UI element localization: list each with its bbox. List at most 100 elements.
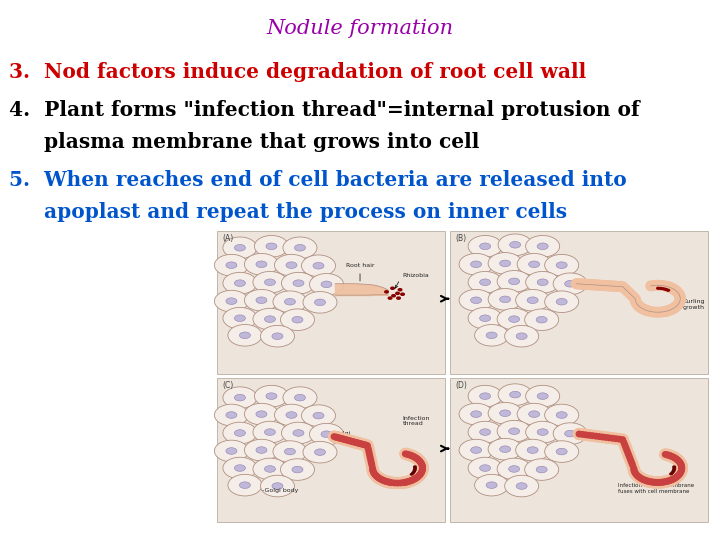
Ellipse shape — [488, 438, 522, 460]
FancyArrowPatch shape — [373, 471, 374, 473]
Ellipse shape — [656, 287, 660, 290]
Ellipse shape — [459, 403, 493, 425]
FancyArrowPatch shape — [413, 456, 415, 457]
FancyArrowPatch shape — [421, 463, 422, 464]
FancyArrowPatch shape — [642, 308, 644, 309]
Ellipse shape — [556, 299, 567, 305]
Ellipse shape — [527, 297, 538, 303]
FancyArrowPatch shape — [411, 480, 413, 481]
FancyArrowPatch shape — [667, 455, 670, 456]
Ellipse shape — [474, 325, 508, 346]
FancyArrowPatch shape — [637, 304, 638, 306]
Ellipse shape — [488, 402, 522, 424]
FancyArrowPatch shape — [677, 476, 678, 477]
FancyArrowPatch shape — [641, 478, 643, 480]
Ellipse shape — [459, 439, 493, 461]
Ellipse shape — [517, 253, 552, 275]
FancyArrowPatch shape — [672, 288, 675, 290]
Ellipse shape — [235, 315, 246, 321]
FancyArrowPatch shape — [336, 437, 339, 438]
FancyArrowPatch shape — [637, 476, 639, 477]
Ellipse shape — [508, 316, 520, 322]
Ellipse shape — [498, 234, 532, 255]
Ellipse shape — [266, 243, 277, 249]
FancyArrowPatch shape — [625, 289, 633, 297]
Bar — [217, 378, 445, 522]
Ellipse shape — [544, 404, 579, 426]
FancyArrowPatch shape — [356, 442, 358, 443]
FancyArrowPatch shape — [334, 436, 336, 437]
Ellipse shape — [244, 403, 279, 425]
Ellipse shape — [274, 254, 308, 276]
Ellipse shape — [303, 292, 337, 313]
Ellipse shape — [264, 279, 276, 286]
Ellipse shape — [261, 475, 294, 497]
Ellipse shape — [510, 241, 521, 248]
Ellipse shape — [274, 404, 308, 426]
Ellipse shape — [510, 392, 521, 398]
FancyArrowPatch shape — [343, 439, 346, 440]
Ellipse shape — [256, 411, 267, 417]
FancyArrowPatch shape — [645, 480, 647, 481]
FancyArrowPatch shape — [624, 442, 633, 465]
FancyArrowPatch shape — [420, 461, 421, 463]
FancyArrowPatch shape — [417, 458, 418, 460]
FancyArrowPatch shape — [365, 445, 367, 446]
Ellipse shape — [670, 471, 675, 474]
Ellipse shape — [553, 423, 588, 444]
FancyArrowPatch shape — [675, 477, 677, 478]
Ellipse shape — [505, 326, 539, 347]
Ellipse shape — [223, 457, 257, 479]
FancyArrowPatch shape — [409, 481, 411, 482]
Ellipse shape — [226, 262, 237, 268]
Ellipse shape — [471, 261, 482, 267]
FancyArrowPatch shape — [351, 441, 353, 442]
Ellipse shape — [564, 280, 576, 287]
Text: Root hair: Root hair — [346, 264, 374, 281]
FancyArrowPatch shape — [671, 308, 673, 310]
FancyArrowPatch shape — [666, 481, 668, 482]
Text: Rhizobia: Rhizobia — [402, 273, 429, 278]
FancyArrowPatch shape — [420, 473, 421, 474]
Ellipse shape — [390, 286, 395, 290]
Ellipse shape — [286, 262, 297, 268]
Ellipse shape — [413, 468, 417, 471]
Ellipse shape — [480, 393, 490, 400]
Ellipse shape — [468, 307, 502, 329]
FancyArrowPatch shape — [677, 305, 678, 306]
Ellipse shape — [254, 235, 289, 257]
FancyArrowPatch shape — [334, 436, 336, 437]
Ellipse shape — [215, 291, 248, 312]
Ellipse shape — [396, 296, 401, 300]
FancyArrowPatch shape — [413, 456, 415, 457]
Text: Infection
thread: Infection thread — [402, 416, 430, 427]
Ellipse shape — [500, 296, 510, 302]
Ellipse shape — [497, 308, 531, 330]
Ellipse shape — [235, 465, 246, 471]
Ellipse shape — [281, 309, 315, 330]
Text: (D): (D) — [455, 381, 467, 390]
Ellipse shape — [293, 280, 304, 286]
Ellipse shape — [672, 468, 676, 471]
Ellipse shape — [272, 333, 283, 340]
Ellipse shape — [471, 447, 482, 454]
Ellipse shape — [235, 430, 246, 436]
Ellipse shape — [244, 289, 279, 311]
FancyArrowPatch shape — [418, 460, 420, 461]
FancyArrowPatch shape — [411, 480, 413, 481]
Ellipse shape — [413, 465, 417, 468]
FancyArrowPatch shape — [673, 307, 675, 308]
Ellipse shape — [387, 296, 392, 300]
Ellipse shape — [253, 421, 287, 443]
Text: Curling
growth: Curling growth — [683, 299, 706, 310]
Ellipse shape — [391, 294, 396, 298]
Ellipse shape — [468, 235, 502, 257]
Ellipse shape — [413, 467, 417, 470]
Ellipse shape — [672, 467, 676, 470]
Text: apoplast and repeat the process on inner cells: apoplast and repeat the process on inner… — [9, 202, 567, 222]
Text: Infection thread membrane
fuses with cell membrane: Infection thread membrane fuses with cel… — [618, 483, 694, 494]
Ellipse shape — [508, 278, 520, 285]
FancyArrowPatch shape — [341, 438, 343, 439]
FancyArrowPatch shape — [343, 439, 346, 440]
Ellipse shape — [284, 299, 295, 305]
